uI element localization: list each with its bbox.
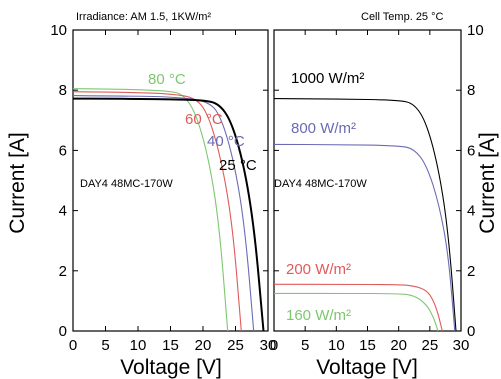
right-x-tick-label: 15 xyxy=(359,337,376,354)
right-series-line-0 xyxy=(273,98,457,332)
y-axis-label-left: Current [A] xyxy=(6,132,29,234)
label-200w: 200 W/m² xyxy=(286,261,351,278)
right-y-tick-label: 0 xyxy=(467,323,475,340)
right-panel-model-annotation: DAY4 48MC-170W xyxy=(274,178,367,190)
right-panel-title: Cell Temp. 25 °C xyxy=(361,11,444,23)
right-x-tick-label: 20 xyxy=(390,337,407,354)
right-x-tick-label: 10 xyxy=(328,337,345,354)
left-y-tick-label: 8 xyxy=(59,82,67,99)
left-series-line-1 xyxy=(72,91,242,332)
right-y-tick-label: 2 xyxy=(467,263,475,280)
left-series-line-2 xyxy=(72,95,255,332)
left-x-tick-label: 0 xyxy=(69,337,77,354)
right-y-tick-label: 4 xyxy=(467,203,475,220)
left-series-line-3 xyxy=(73,97,265,332)
left-panel-model-annotation: DAY4 48MC-170W xyxy=(80,178,173,190)
left-x-tick-label: 30 xyxy=(260,337,277,354)
x-axis-label-right: Voltage [V] xyxy=(316,356,418,379)
label-60c: 60 °C xyxy=(185,111,223,128)
label-40c: 40 °C xyxy=(207,133,245,150)
left-panel-title: Irradiance: AM 1.5, 1KW/m² xyxy=(76,11,211,23)
left-x-tick-label: 15 xyxy=(162,337,179,354)
left-y-tick-label: 2 xyxy=(59,263,67,280)
left-x-tick-label: 10 xyxy=(130,337,147,354)
right-y-tick-label: 6 xyxy=(467,142,475,159)
right-series-line-3 xyxy=(274,292,439,332)
left-y-tick-label: 4 xyxy=(59,203,67,220)
left-x-tick-label: 25 xyxy=(227,337,244,354)
right-x-tick-label: 0 xyxy=(270,337,278,354)
label-160w: 160 W/m² xyxy=(286,307,351,324)
left-y-tick-label: 10 xyxy=(50,22,67,39)
right-series-line-2 xyxy=(274,283,443,332)
left-y-tick-label: 6 xyxy=(59,142,67,159)
y-axis-label-right: Current [A] xyxy=(476,132,499,234)
left-x-tick-label: 20 xyxy=(195,337,212,354)
label-1000w: 1000 W/m² xyxy=(291,70,364,87)
label-800w: 800 W/m² xyxy=(291,120,356,137)
right-y-tick-label: 8 xyxy=(467,82,475,99)
left-x-tick-label: 5 xyxy=(101,337,109,354)
right-series-line-1 xyxy=(273,143,456,332)
right-x-tick-label: 30 xyxy=(453,337,470,354)
x-axis-label-left: Voltage [V] xyxy=(120,356,222,379)
right-y-tick-label: 10 xyxy=(467,22,484,39)
label-80c: 80 °C xyxy=(148,71,186,88)
label-25c: 25 °C xyxy=(219,157,257,174)
right-x-tick-label: 5 xyxy=(301,337,309,354)
left-y-tick-label: 0 xyxy=(59,323,67,340)
right-x-tick-label: 25 xyxy=(421,337,438,354)
